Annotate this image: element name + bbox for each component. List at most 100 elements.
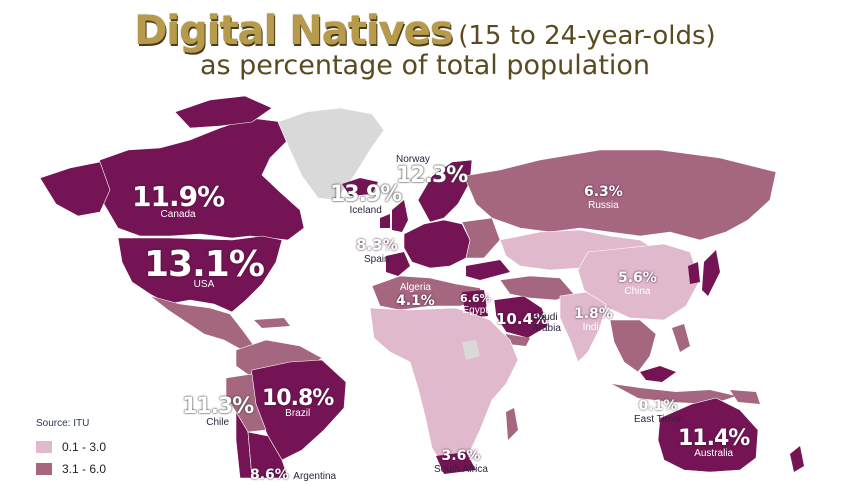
value-australia: 11.4% [678, 426, 750, 451]
label-argentina: 8.6% Argentina [250, 466, 336, 484]
value-india: 1.8% [574, 306, 613, 322]
peru-bolivia-region [225, 373, 267, 433]
name-russia: Russia [588, 200, 619, 211]
legend-item-low: 0.1 - 3.0 [36, 440, 106, 454]
value-argentina: 8.6% [250, 467, 289, 483]
new-guinea-region [730, 390, 760, 404]
name-canada: Canada [160, 209, 196, 220]
label-algeria: Algeria 4.1% [396, 282, 435, 309]
label-india: 1.8% India [574, 306, 613, 333]
label-usa: 13.1% USA [144, 244, 265, 290]
value-south-africa: 3.6% [441, 448, 481, 464]
legend-item-mid: 3.1 - 6.0 [36, 462, 106, 476]
value-iceland: 13.9% [330, 182, 402, 207]
name-east-timor: East Timor [634, 414, 682, 425]
label-south-africa: 3.6% South Africa [434, 448, 488, 475]
label-australia: 11.4% Australia [678, 426, 750, 459]
value-norway: 12.3% [396, 163, 468, 188]
value-usa: 13.1% [144, 244, 265, 285]
label-saudi-arabia: 10.4% [496, 310, 548, 329]
south-africa-region [436, 452, 476, 474]
ireland-region [380, 214, 390, 228]
label-spain: 8.3% Spain [356, 236, 398, 265]
legend-label-low: 0.1 - 3.0 [62, 440, 107, 454]
usa-region [117, 235, 283, 313]
name-egypt: Egypt [462, 305, 489, 316]
sudan-region [462, 340, 480, 360]
north-africa-region [371, 275, 487, 311]
value-brazil: 10.8% [262, 386, 334, 411]
value-east-timor: 0.1% [638, 398, 678, 414]
label-china: 5.6% China [618, 270, 657, 297]
name-algeria: Algeria [399, 282, 431, 293]
sub-saharan-africa-region [369, 307, 519, 471]
value-chile: 11.3% [182, 394, 254, 419]
label-east-timor: 0.1% East Timor [634, 398, 682, 425]
name-india: India [582, 322, 605, 333]
label-iceland: 13.9% Iceland [330, 182, 402, 216]
name-iceland: Iceland [349, 205, 382, 216]
argentina-region [247, 431, 289, 478]
chile-region [235, 410, 253, 478]
spain-region [386, 252, 410, 276]
value-canada: 11.9% [132, 180, 225, 213]
malaysia-region [640, 366, 676, 382]
legend-label-mid: 3.1 - 6.0 [62, 462, 107, 476]
value-algeria: 4.1% [396, 293, 435, 309]
name-argentina: Argentina [293, 471, 337, 482]
philippines-region [672, 324, 690, 352]
uk-region [392, 200, 408, 232]
title: Digital Natives (15 to 24-year-olds) [0, 8, 850, 54]
iceland-region [342, 178, 378, 196]
india-region [559, 291, 607, 363]
southeast-asia-region [609, 319, 657, 373]
caribbean-region [254, 318, 290, 328]
canada-region [89, 117, 305, 241]
indonesia-region [612, 384, 736, 404]
turkey-region [466, 260, 510, 280]
value-egypt: 6.6% [460, 292, 491, 305]
europe-region [403, 219, 471, 269]
greenland-region [277, 107, 385, 201]
value-spain: 8.3% [356, 236, 398, 254]
label-egypt: 6.6% Egypt [460, 292, 491, 316]
value-russia: 6.3% [584, 184, 623, 200]
name-norway: Norway [396, 154, 430, 165]
label-norway: Norway 12.3% [396, 154, 468, 188]
title-block: Digital Natives (15 to 24-year-olds) as … [0, 8, 850, 81]
australia-region [657, 397, 759, 473]
new-zealand-region [790, 446, 804, 472]
japan-region [702, 250, 720, 296]
egypt-region [462, 290, 488, 318]
name-chile: Chile [206, 417, 230, 428]
saudi-region [493, 295, 549, 339]
madagascar-region [506, 408, 518, 440]
name-usa: USA [193, 279, 215, 290]
title-main: Digital Natives [134, 8, 453, 54]
korea-region [688, 262, 700, 284]
alaska-region [39, 161, 111, 217]
label-russia: 6.3% Russia [584, 184, 623, 211]
subtitle: as percentage of total population [199, 50, 651, 81]
value-china: 5.6% [618, 270, 657, 286]
name-south-africa: South Africa [434, 464, 488, 475]
russia-region [463, 149, 777, 241]
name-spain: Spain [364, 254, 390, 265]
arctic-islands [174, 95, 273, 129]
name-saudi-line1: Saudi [532, 312, 558, 323]
legend-swatch-mid [36, 463, 52, 475]
label-chile: 11.3% Chile [182, 394, 254, 428]
legend-swatch-low [36, 441, 52, 453]
source-note: Source: ITU [36, 418, 90, 429]
label-saudi-arabia-name: Saudi Arabia [532, 312, 561, 334]
name-australia: Australia [694, 448, 734, 459]
name-brazil: Brazil [285, 408, 311, 419]
name-saudi-line2: Arabia [532, 323, 561, 334]
name-china: China [624, 286, 651, 297]
china-region [577, 243, 701, 321]
title-subtitle-inline: (15 to 24-year-olds) [458, 21, 716, 51]
label-canada: 11.9% Canada [132, 180, 225, 220]
value-saudi-arabia: 10.4% [496, 310, 549, 328]
label-brazil: 10.8% Brazil [262, 386, 334, 419]
